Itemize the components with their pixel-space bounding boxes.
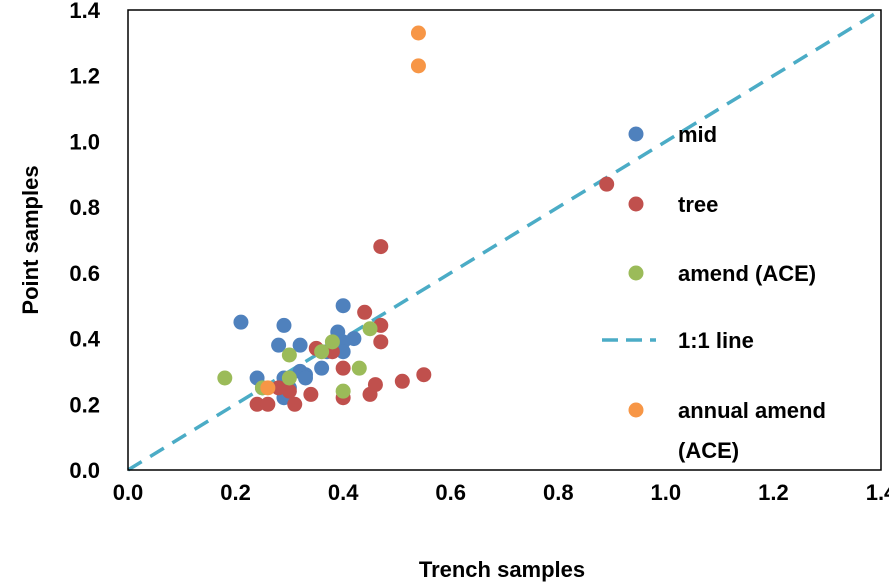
point-tree (367, 377, 383, 393)
y-axis-title: Point samples (18, 165, 43, 314)
point-tree (416, 367, 432, 383)
legend-label-annual-amend-ace: annual amend (678, 398, 826, 423)
tick-labels: 0.0 0.2 0.4 0.6 0.8 1.0 1.2 1.4 0.0 0.2 0.4 0.6 0.8 1… (69, 0, 889, 505)
point-mid (335, 344, 351, 360)
point-amend-ace (281, 370, 297, 386)
point-amend-ace (281, 347, 297, 363)
x-tick-label: 0.0 (113, 480, 144, 505)
point-tree (271, 380, 287, 396)
point-amend-ace (335, 383, 351, 399)
x-tick-label: 0.8 (543, 480, 574, 505)
legend-label-1-1-line: 1:1 line (678, 328, 754, 353)
point-tree (373, 334, 389, 350)
point-mid (297, 370, 313, 386)
plot-area-frame (127, 9, 882, 471)
legend-swatch-annual-amend-ace (628, 402, 644, 418)
point-annual-amend-ace (410, 25, 426, 41)
point-tree (373, 239, 389, 255)
point-mid (346, 331, 362, 347)
legend-label-mid: mid (678, 122, 717, 147)
point-tree (394, 373, 410, 389)
point-annual-amend-ace (260, 380, 276, 396)
point-amend-ace (362, 321, 378, 337)
x-axis-title: Trench samples (419, 557, 585, 582)
point-amend-ace (314, 344, 330, 360)
legend-label-amend-ace: amend (ACE) (678, 261, 816, 286)
legend-label-annual-amend-ace: (ACE) (678, 438, 739, 463)
y-tick-label: 1.2 (69, 64, 100, 89)
x-tick-label: 0.4 (328, 480, 359, 505)
legend-label-tree: tree (678, 192, 718, 217)
y-tick-label: 0.6 (69, 261, 100, 286)
y-tick-label: 0.8 (69, 195, 100, 220)
x-tick-label: 0.2 (220, 480, 251, 505)
point-tree (249, 396, 265, 412)
y-tick-label: 1.0 (69, 129, 100, 154)
legend-swatch-mid (628, 126, 644, 142)
point-amend-ace (217, 370, 233, 386)
plot-marks (127, 8, 882, 472)
y-tick-label: 1.4 (69, 0, 100, 23)
point-tree (357, 304, 373, 320)
point-mid (335, 298, 351, 314)
legend: mid tree amend (ACE) 1:1 line annual amend (A… (602, 122, 826, 463)
point-tree (287, 396, 303, 412)
point-mid (314, 360, 330, 376)
y-tick-label: 0.4 (69, 327, 100, 352)
legend-swatch-amend-ace (628, 265, 644, 281)
point-tree (260, 396, 276, 412)
point-amend-ace (351, 360, 367, 376)
y-tick-label: 0.0 (69, 458, 100, 483)
point-tree (335, 360, 351, 376)
x-tick-label: 0.6 (435, 480, 466, 505)
point-mid (292, 337, 308, 353)
point-mid (276, 317, 292, 333)
x-tick-label: 1.4 (866, 480, 889, 505)
y-tick-label: 0.2 (69, 392, 100, 417)
point-tree (599, 176, 615, 192)
x-tick-label: 1.0 (651, 480, 682, 505)
series-1-1-line (127, 8, 882, 472)
point-tree (303, 386, 319, 402)
point-mid (271, 337, 287, 353)
point-mid (233, 314, 249, 330)
point-amend-ace (324, 334, 340, 350)
point-annual-amend-ace (410, 58, 426, 74)
legend-swatch-tree (628, 196, 644, 212)
x-tick-label: 1.2 (758, 480, 789, 505)
